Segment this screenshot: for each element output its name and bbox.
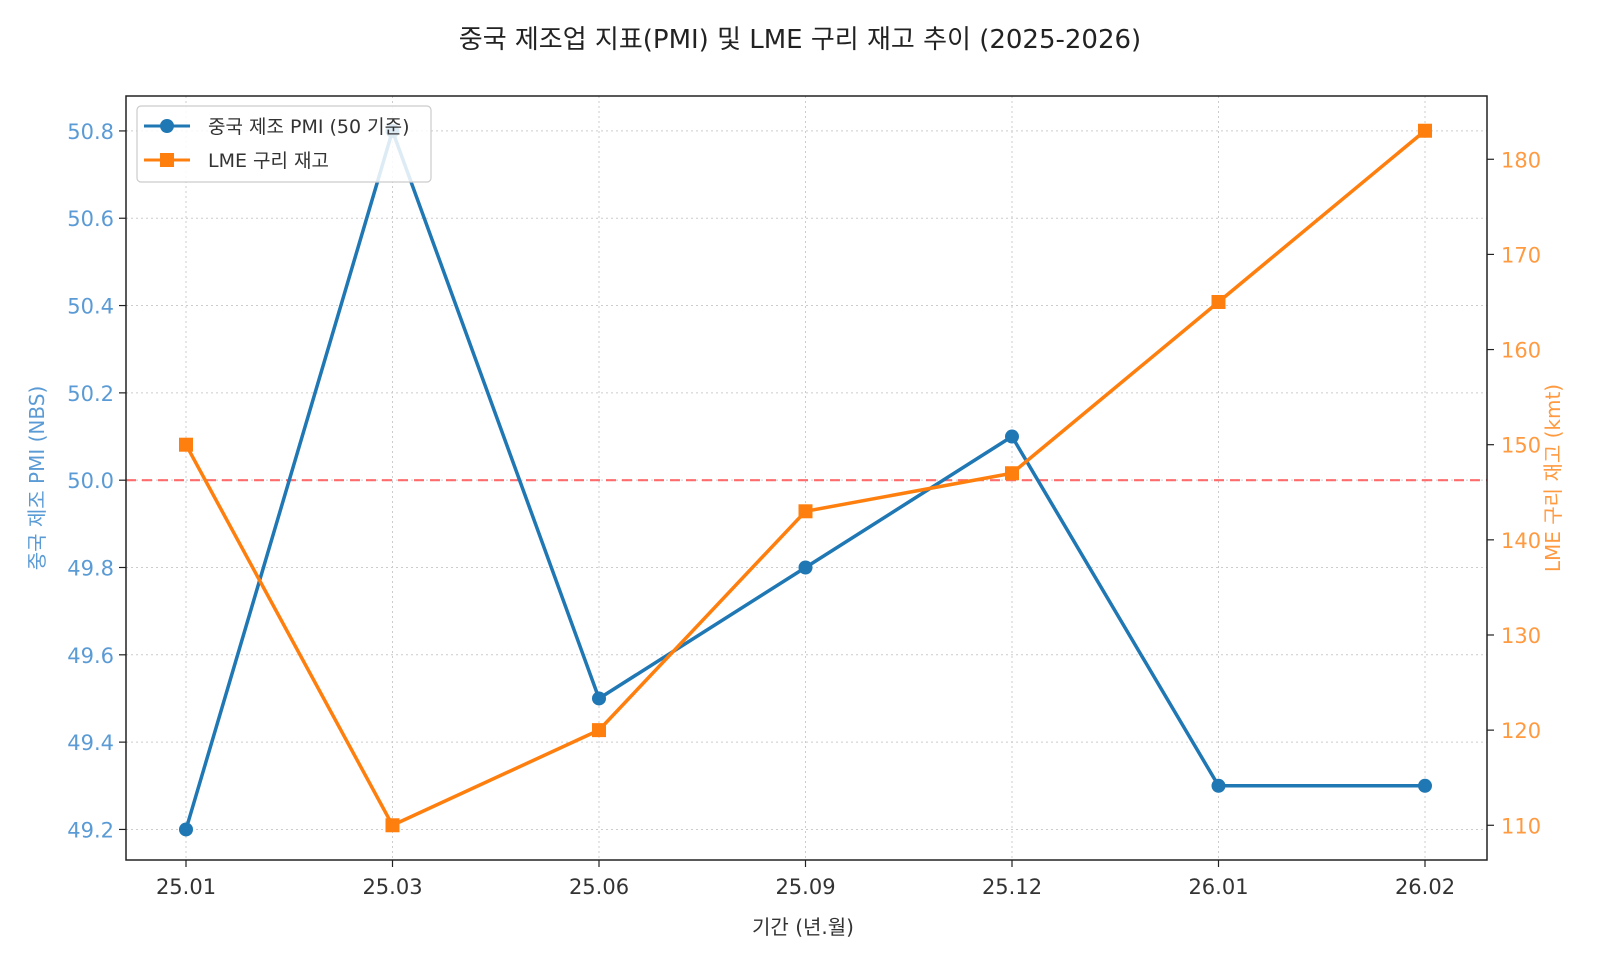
x-tick-label: 25.01 xyxy=(156,875,216,899)
data-point-1 xyxy=(1005,466,1019,481)
y-left-tick-label: 50.0 xyxy=(67,469,114,493)
x-tick-label: 25.09 xyxy=(775,875,835,899)
chart-title: 중국 제조업 지표(PMI) 및 LME 구리 재고 추이 (2025-2026… xyxy=(459,25,1141,55)
axes-layer: 25.01 25.03 25.06 25.09 25.12 26.01 26.02 49.2 4… xyxy=(67,95,1541,899)
data-point-0 xyxy=(1005,429,1019,444)
x-tick-label: 26.02 xyxy=(1395,875,1455,899)
y-left-tick-label: 49.2 xyxy=(67,818,114,842)
x-tick-label: 26.01 xyxy=(1188,875,1248,899)
y-left-tick-label: 50.8 xyxy=(67,120,114,144)
legend-label-copper: LME 구리 재고 xyxy=(208,150,329,172)
data-point-1 xyxy=(1211,294,1226,309)
legend-marker-pmi xyxy=(160,119,174,133)
legend: 중국 제조 PMI (50 기준) LME 구리 재고 xyxy=(136,105,432,183)
data-point-0 xyxy=(1418,778,1432,793)
y-right-tick-label: 140 xyxy=(1501,529,1541,553)
plot-frame xyxy=(125,95,1488,861)
data-point-1 xyxy=(385,818,400,833)
x-tick-label: 25.12 xyxy=(982,875,1042,899)
data-point-1 xyxy=(798,504,813,519)
y-axis-right-label: LME 구리 재고 (kmt) xyxy=(1541,384,1565,572)
y-right-tick-label: 110 xyxy=(1501,814,1541,838)
y-left-tick-label: 50.4 xyxy=(67,295,114,319)
data-point-0 xyxy=(592,691,606,706)
y-left-tick-label: 49.6 xyxy=(67,644,114,668)
y-right-tick-label: 170 xyxy=(1501,243,1541,267)
data-point-0 xyxy=(798,560,813,575)
legend-marker-copper xyxy=(160,153,174,167)
x-axis-label: 기간 (년.월) xyxy=(752,915,854,939)
grid-layer xyxy=(126,96,1487,860)
y-right-tick-label: 130 xyxy=(1501,624,1541,648)
y-right-tick-label: 120 xyxy=(1501,719,1541,743)
data-point-1 xyxy=(1418,123,1432,138)
legend-label-pmi: 중국 제조 PMI (50 기준) xyxy=(208,116,410,138)
x-tick-label: 25.06 xyxy=(569,875,629,899)
y-right-tick-label: 180 xyxy=(1501,148,1541,172)
legend-box xyxy=(136,105,432,183)
y-right-tick-label: 160 xyxy=(1501,339,1541,363)
y-left-tick-label: 50.6 xyxy=(67,207,114,231)
y-axis-left-label: 중국 제조 PMI (NBS) xyxy=(25,386,49,571)
data-point-1 xyxy=(179,437,193,452)
y-right-tick-label: 150 xyxy=(1501,434,1541,458)
data-point-1 xyxy=(592,723,606,738)
y-left-tick-label: 50.2 xyxy=(67,382,114,406)
x-tick-label: 25.03 xyxy=(362,875,422,899)
y-left-tick-label: 49.4 xyxy=(67,731,114,755)
data-point-0 xyxy=(179,822,193,837)
y-left-tick-label: 49.8 xyxy=(67,556,114,580)
data-point-0 xyxy=(1211,778,1226,793)
